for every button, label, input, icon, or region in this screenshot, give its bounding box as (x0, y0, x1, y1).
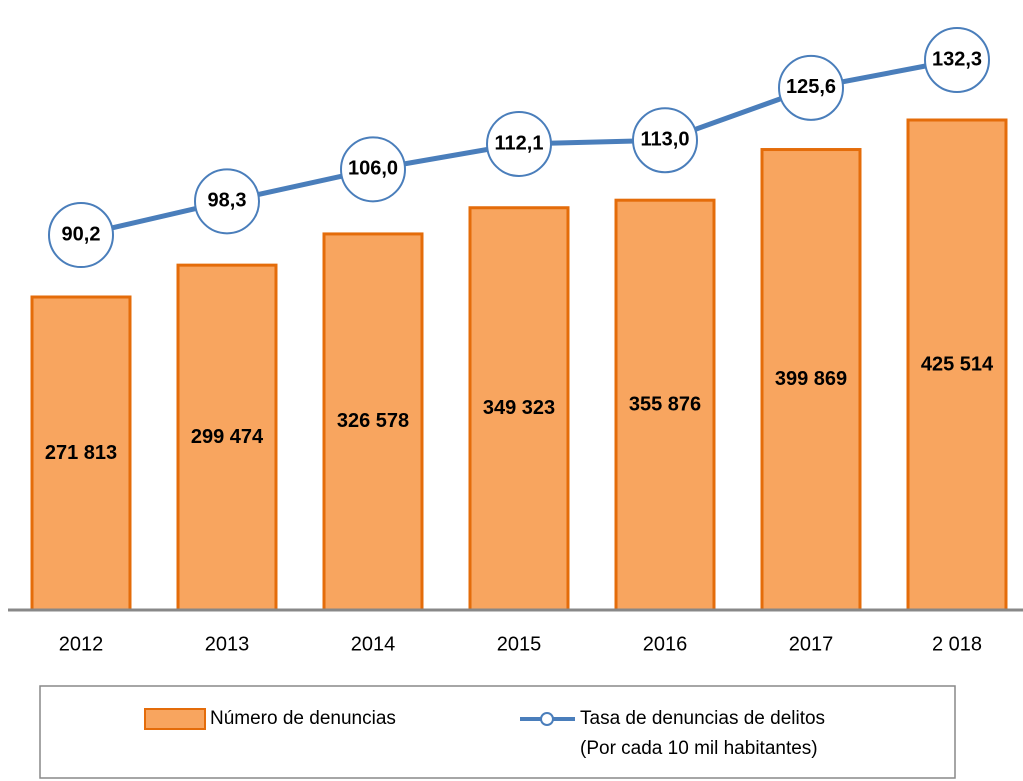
bar (322, 232, 424, 612)
bar-value-label: 399 869 (775, 368, 847, 390)
legend-label: Número de denuncias (210, 708, 396, 729)
rate-value-label: 106,0 (348, 158, 398, 180)
bar (176, 263, 278, 612)
x-tick-label: 2017 (789, 633, 834, 655)
bar (468, 206, 570, 612)
rate-marker (924, 27, 990, 93)
rate-marker (194, 168, 260, 235)
rate-marker (632, 107, 698, 174)
rate-marker (48, 202, 114, 269)
rate-value-label: 132,3 (932, 48, 982, 70)
x-tick-label: 2015 (497, 633, 542, 655)
bar-value-label: 425 514 (921, 353, 994, 375)
x-tick-label: 2013 (205, 633, 250, 655)
rate-value-label: 112,1 (495, 132, 544, 154)
legend-label: Tasa de denuncias de delitos (Por cada 10… (580, 708, 825, 759)
bar-value-label: 355 876 (629, 393, 701, 415)
rate-value-label: 98,3 (208, 190, 247, 212)
rate-marker (486, 110, 552, 177)
bar-value-label: 326 578 (337, 410, 409, 432)
rate-marker (340, 136, 406, 203)
x-tick-label: 2014 (351, 633, 396, 655)
bar (30, 295, 132, 612)
x-tick-label: 2016 (643, 633, 688, 655)
bar-value-label: 271 813 (45, 442, 117, 464)
legend-label-line: (Por cada 10 mil habitantes) (580, 738, 818, 759)
x-tick-label: 2 018 (932, 633, 982, 655)
legend-swatch-marker (540, 712, 554, 726)
bar-value-label: 299 474 (191, 426, 264, 448)
rate-value-label: 113,0 (641, 129, 690, 151)
bar-value-label: 349 323 (483, 397, 555, 419)
bar (760, 148, 862, 612)
rate-value-label: 90,2 (62, 223, 101, 245)
legend-label-line: Tasa de denuncias de delitos (580, 708, 825, 729)
rate-marker (778, 54, 844, 121)
legend-swatch (144, 708, 206, 730)
rate-value-label: 125,6 (786, 76, 836, 98)
legend-box (39, 685, 956, 779)
x-tick-label: 2012 (59, 633, 104, 655)
